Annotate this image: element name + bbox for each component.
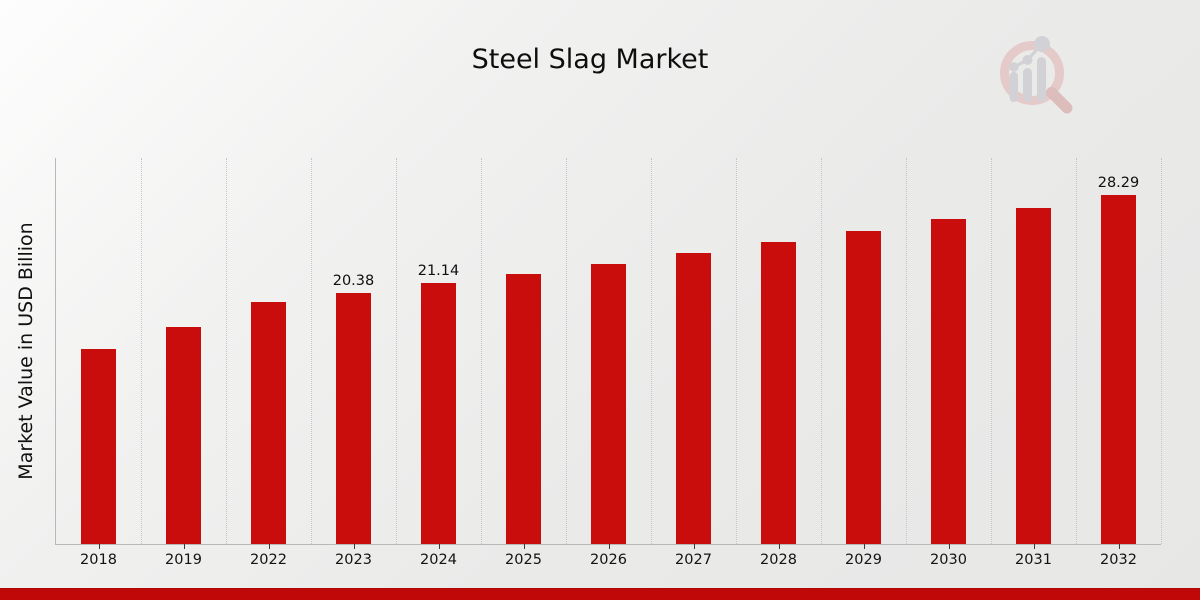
gridline [1160,158,1162,544]
bar-2027 [676,253,711,544]
x-axis-tick [693,544,695,549]
x-tick-label-2029: 2029 [845,552,882,568]
magnifier-chart-logo-icon [1000,36,1073,114]
x-tick-label-2019: 2019 [165,552,202,568]
gridline [990,158,992,544]
bar-2028 [761,242,796,544]
x-axis-tick [523,544,525,549]
bar-2032 [1101,195,1136,544]
x-tick-label-2018: 2018 [80,552,117,568]
x-axis-tick [353,544,355,549]
footer-accent-band [0,588,1200,600]
bar-2031 [1016,207,1051,544]
x-axis-tick [608,544,610,549]
bar-2022 [251,301,286,544]
gridline [565,158,567,544]
x-axis-tick [948,544,950,549]
chart-plot-area: 2018 2019 2022 20.38 2023 21.14 2024 2025 2026 20… [55,158,1162,568]
bar-2029 [846,231,881,544]
x-tick-label-2026: 2026 [590,552,627,568]
bar-2023 [336,292,371,544]
gridline [820,158,822,544]
x-tick-label-2030: 2030 [930,552,967,568]
bar-2030 [931,219,966,544]
x-tick-label-2025: 2025 [505,552,542,568]
gridline [1075,158,1077,544]
gridline [905,158,907,544]
gridline [310,158,312,544]
bar-value-label-2024: 21.14 [417,263,460,280]
x-axis-tick [268,544,270,549]
bar-2018 [81,349,116,544]
bar-2026 [591,263,626,544]
x-axis-tick [98,544,100,549]
x-tick-label-2024: 2024 [420,552,457,568]
bar-value-label-2032: 28.29 [1097,175,1140,192]
bar-2024 [421,283,456,544]
gridline [225,158,227,544]
x-tick-label-2027: 2027 [675,552,712,568]
gridline [140,158,142,544]
y-axis-label: Market Value in USD Billion [15,222,37,480]
x-tick-label-2028: 2028 [760,552,797,568]
gridline [480,158,482,544]
bar-2025 [506,273,541,544]
x-axis-tick [778,544,780,549]
x-tick-label-2032: 2032 [1100,552,1137,568]
x-axis-tick [863,544,865,549]
x-tick-label-2031: 2031 [1015,552,1052,568]
bar-2019 [166,326,201,544]
x-axis-tick [1033,544,1035,549]
gridline [395,158,397,544]
bar-value-label-2023: 20.38 [332,272,375,289]
x-axis-tick [438,544,440,549]
x-tick-label-2023: 2023 [335,552,372,568]
x-axis-tick [1118,544,1120,549]
gridline [735,158,737,544]
x-tick-label-2022: 2022 [250,552,287,568]
gridline [650,158,652,544]
chart-title: Steel Slag Market [471,44,709,75]
x-axis-tick [183,544,185,549]
